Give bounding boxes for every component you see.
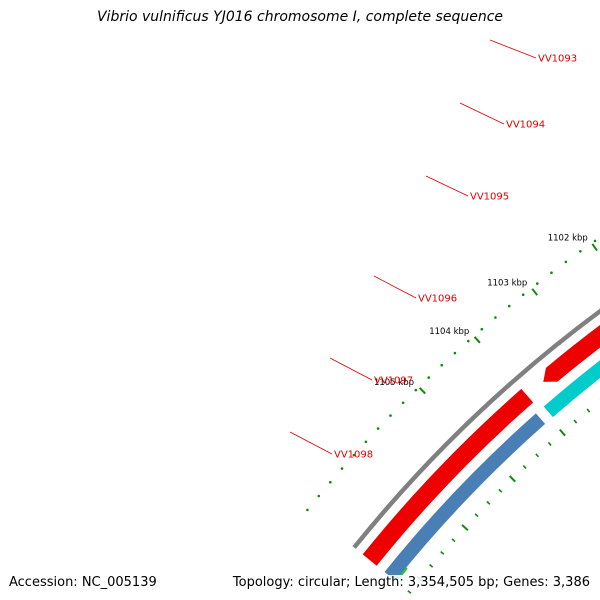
inner-dash [586,408,591,413]
kbp-tick-labels: 1098 kbp1099 kbp1100 kbp1101 kbp1102 kbp… [374,233,588,388]
accession-text: Accession: NC_005139 [7,575,159,590]
axis-dot [453,351,457,355]
axis-dot [352,453,356,457]
reverse-gene[interactable] [543,337,600,418]
reverse-gene[interactable] [384,413,546,581]
inner-dash [559,428,566,437]
kbp-axis-dots [306,239,597,512]
axis-dot [401,401,405,405]
gene-label[interactable]: VV1098 [334,450,373,461]
gene-label-texts: VV1093 VV1094 VV1095 VV1096 VV1097 VV1098 [334,54,577,461]
kbp-tick-label: 1103 kbp [487,279,527,289]
reverse-strand-genes [384,337,600,581]
gene-label-lines [289,39,537,455]
kbp-tick [418,387,426,395]
gene-label-line [489,39,537,59]
inner-dash [508,475,516,483]
inner-dash [486,500,491,505]
map-title: Vibrio vulnificus YJ016 chromosome I, co… [96,9,504,25]
gene-label-line [459,102,505,125]
axis-dot [579,250,582,253]
kbp-tick-label: 1102 kbp [548,233,588,243]
axis-dot [340,467,344,470]
axis-dot [306,508,309,512]
kbp-tick-label: 1104 kbp [429,327,469,337]
inner-dash [474,513,479,518]
axis-dot [440,363,444,367]
forward-gene[interactable] [543,315,600,382]
axis-dot [494,316,497,319]
axis-dot [364,440,368,444]
kbp-tick [473,336,481,344]
inner-dash [573,419,578,424]
sequence-backbone [352,308,600,549]
inner-dash [440,551,445,555]
kbp-tick [531,288,538,296]
inner-dash [498,488,503,493]
inner-dash [407,590,412,594]
gene-label[interactable]: VV1094 [506,120,545,131]
inner-dash [522,465,527,470]
gene-label-line [373,275,417,299]
gene-label[interactable]: VV1096 [418,294,457,305]
axis-dot [536,282,539,285]
axis-dot [507,304,511,308]
axis-dot [389,414,392,417]
inner-dash [461,524,469,532]
gene-label[interactable]: VV1093 [538,54,577,65]
axis-dot [376,427,380,430]
axis-dot [414,388,418,392]
axis-dot [317,494,321,498]
forward-gene[interactable] [362,388,534,566]
axis-dot [480,327,484,331]
gene-label[interactable]: VV1095 [470,192,509,203]
inner-dash [429,563,434,568]
kbp-tick [591,243,598,252]
kbp-tick-label: 1105 kbp [374,378,414,388]
gene-label-line [425,175,469,197]
topology-summary: Topology: circular; Length: 3,354,505 bp… [230,575,592,590]
axis-dot [564,260,568,264]
gene-label-line [289,431,333,455]
inner-dash [547,441,552,446]
axis-dot [593,239,597,243]
axis-dot [550,271,553,275]
inner-dash [535,453,540,458]
axis-dot [467,339,470,343]
gene-label[interactable]: VV1097 [374,376,413,387]
kbp-tick-marks [418,243,598,395]
axis-dot [427,376,431,379]
inner-dash [451,538,456,543]
axis-dot [521,293,525,297]
axis-dot [329,480,332,484]
gene-label-line [329,357,373,381]
